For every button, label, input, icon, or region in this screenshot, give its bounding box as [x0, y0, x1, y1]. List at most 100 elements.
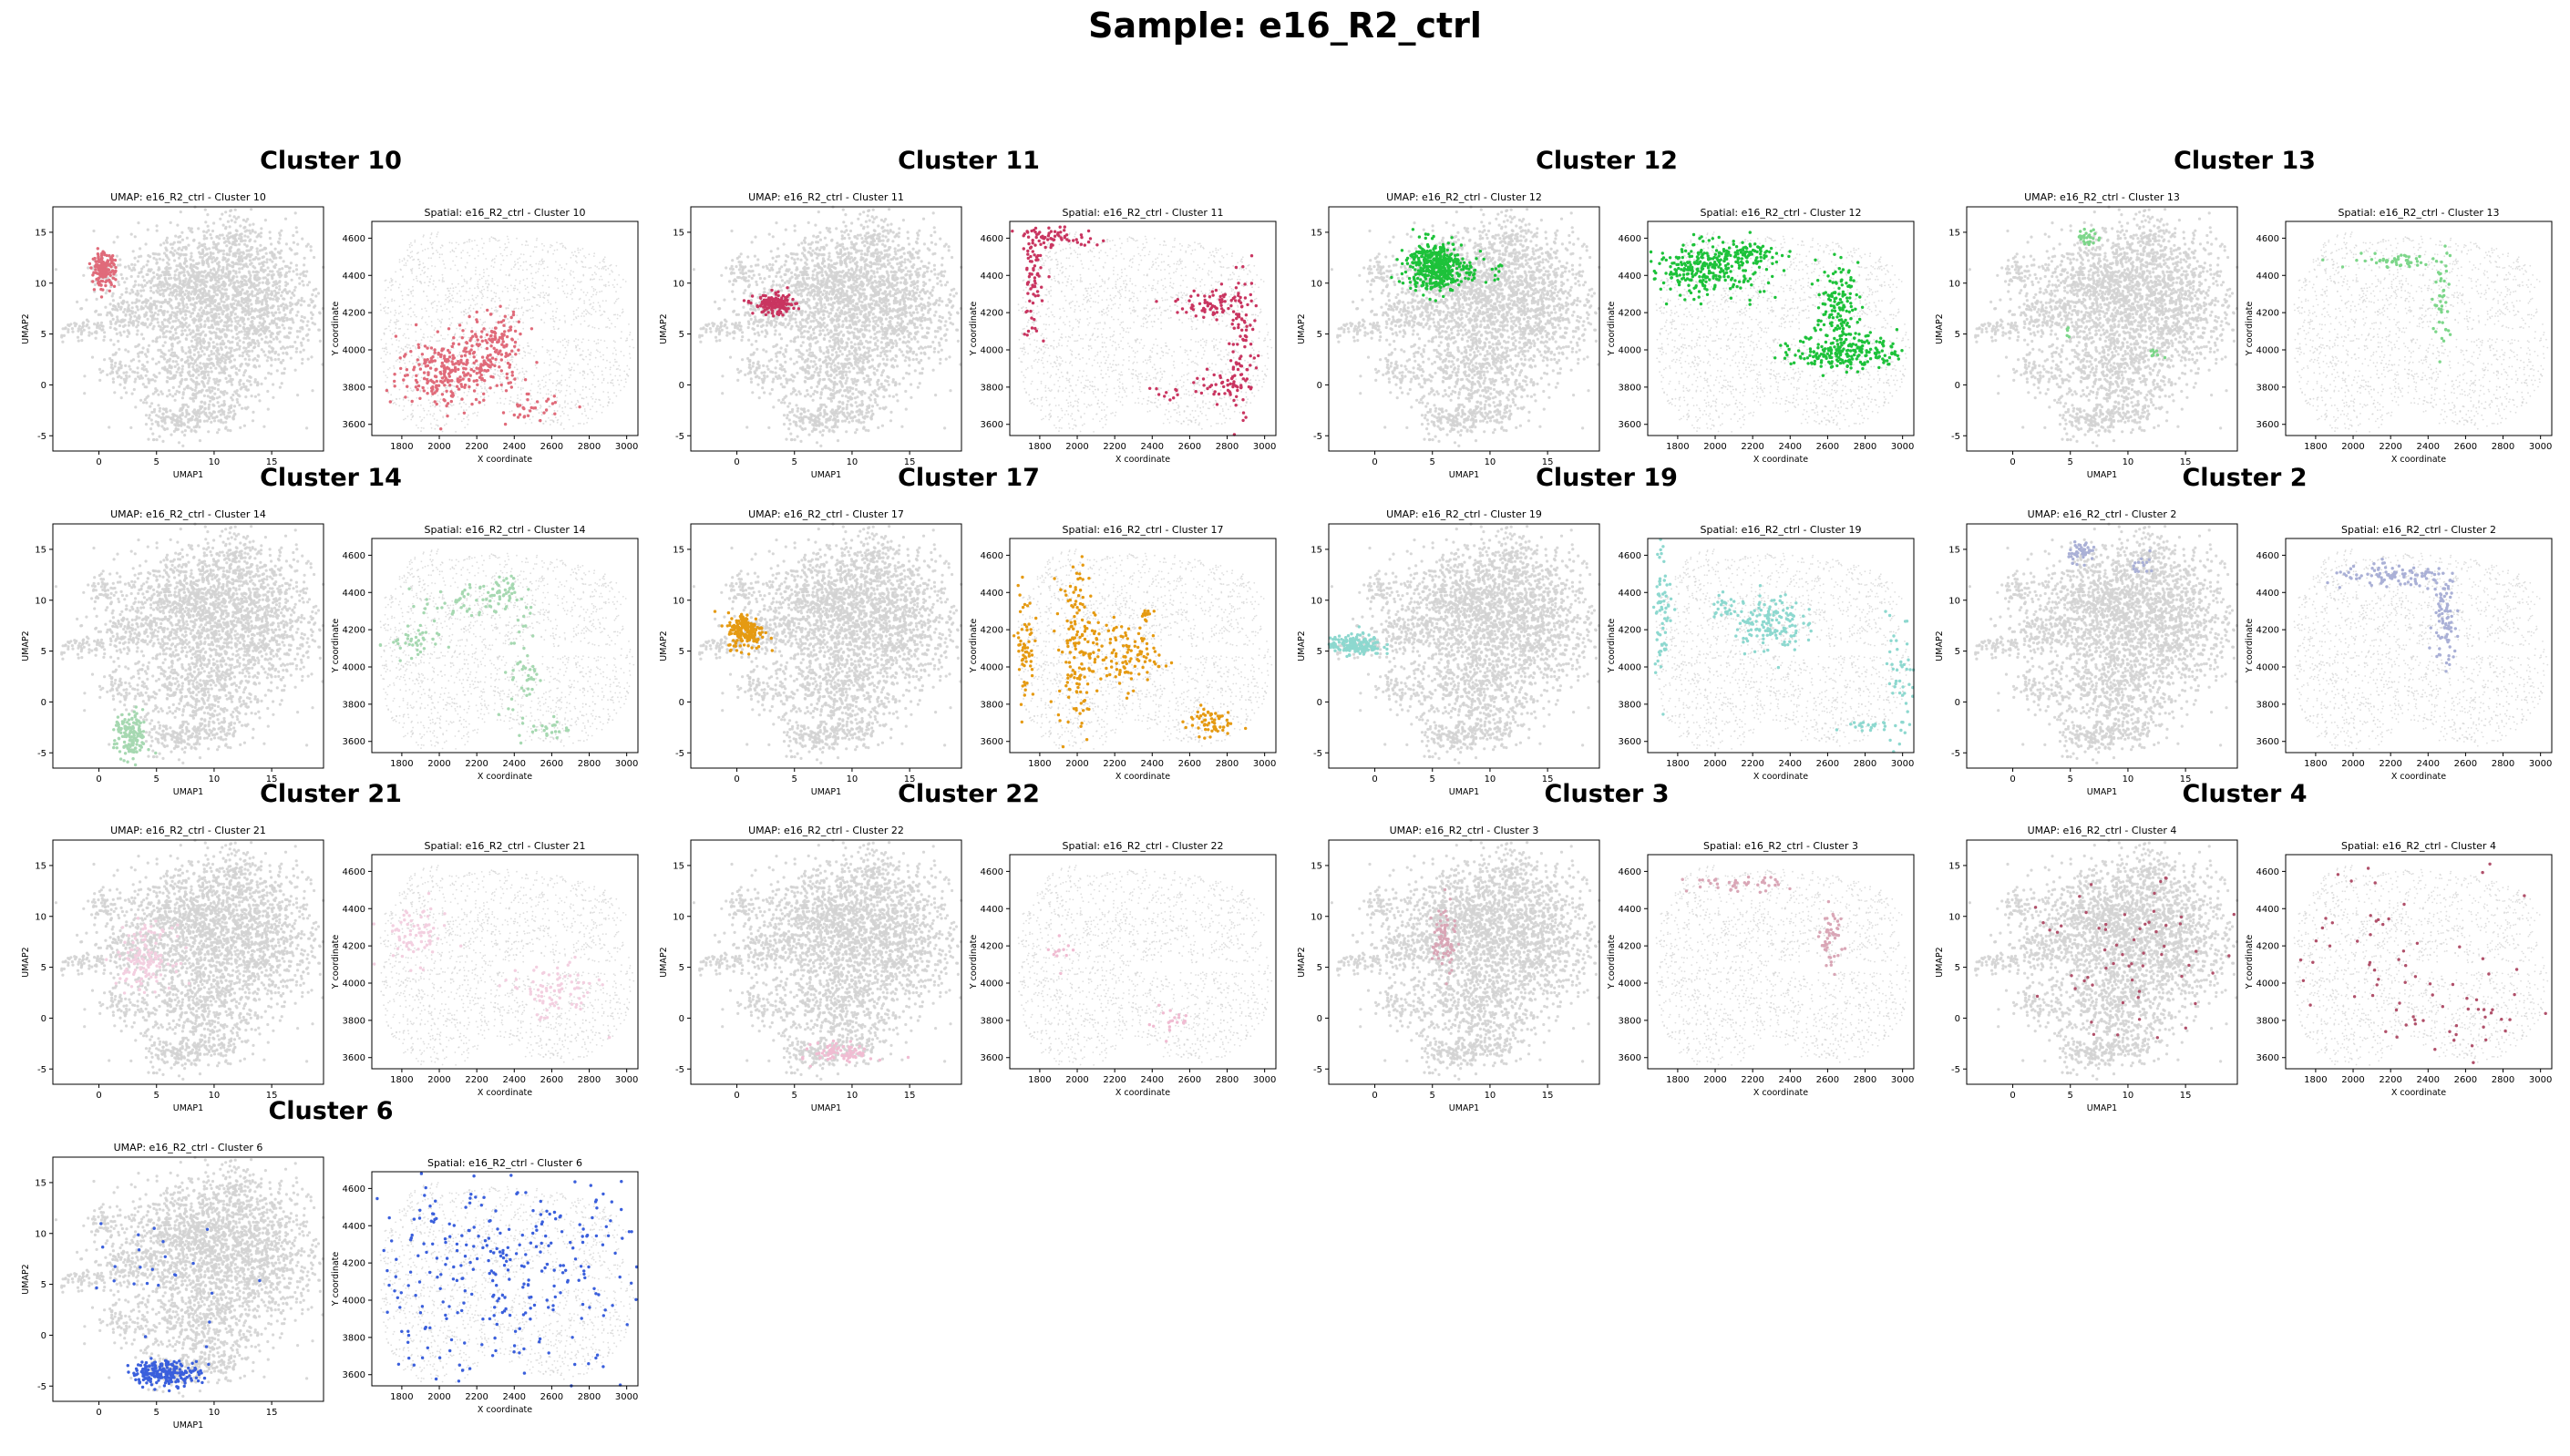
background-point [437, 340, 439, 342]
background-point [229, 247, 231, 250]
background-point [482, 247, 484, 249]
background-point [227, 295, 230, 298]
background-point [520, 394, 522, 395]
background-point [218, 265, 221, 268]
background-point [545, 313, 547, 314]
background-point [238, 271, 241, 273]
cluster-point [97, 256, 99, 259]
background-point [166, 380, 169, 383]
background-point [532, 278, 534, 280]
background-point [380, 303, 382, 305]
background-point [123, 281, 126, 283]
background-point [387, 307, 389, 309]
background-point [200, 314, 203, 317]
background-point [542, 339, 544, 341]
background-point [444, 303, 446, 305]
background-point [399, 328, 401, 330]
background-point [408, 400, 410, 402]
background-point [427, 300, 429, 302]
background-point [574, 391, 576, 393]
background-point [239, 339, 242, 342]
cluster-point [93, 288, 96, 291]
background-point [235, 328, 238, 331]
background-point [416, 280, 418, 282]
background-point [447, 363, 449, 364]
background-point [176, 306, 179, 309]
background-point [274, 248, 277, 251]
background-point [517, 259, 519, 261]
background-point [590, 369, 591, 371]
background-point [191, 303, 194, 306]
background-point [301, 358, 303, 361]
background-point [152, 272, 155, 274]
background-point [190, 267, 193, 270]
background-point [411, 390, 413, 392]
background-point [200, 347, 202, 350]
background-point [594, 327, 596, 329]
background-point [188, 291, 190, 293]
background-point [80, 330, 83, 333]
background-point [583, 255, 585, 257]
background-point [180, 292, 182, 294]
cluster-point [459, 383, 462, 385]
background-point [251, 341, 253, 343]
background-point [532, 296, 534, 298]
background-point [587, 364, 589, 365]
background-point [301, 280, 303, 282]
background-point [601, 412, 603, 414]
background-point [487, 290, 488, 292]
background-point [95, 337, 98, 340]
background-point [277, 354, 280, 356]
background-point [180, 374, 182, 377]
background-point [242, 282, 245, 285]
background-point [173, 312, 176, 314]
background-point [186, 237, 189, 240]
background-point [204, 220, 207, 223]
background-point [385, 381, 386, 383]
background-point [526, 310, 528, 312]
background-point [246, 379, 249, 382]
background-point [251, 290, 253, 292]
background-point [148, 416, 150, 419]
background-point [152, 292, 155, 294]
background-point [593, 309, 595, 311]
background-point [185, 317, 188, 320]
background-point [217, 356, 220, 359]
background-point [122, 311, 125, 313]
background-point [431, 302, 433, 304]
background-point [421, 377, 423, 379]
background-point [109, 326, 112, 329]
background-point [175, 297, 178, 300]
background-point [157, 277, 159, 280]
background-point [241, 275, 243, 278]
background-point [404, 333, 406, 335]
background-point [517, 302, 519, 303]
background-point [613, 286, 615, 288]
background-point [432, 307, 434, 309]
background-point [223, 241, 226, 244]
background-point [249, 274, 252, 277]
background-point [395, 281, 396, 282]
background-point [116, 318, 118, 321]
background-point [611, 270, 612, 272]
cluster-point [458, 375, 461, 378]
background-point [543, 376, 545, 378]
background-point [220, 298, 222, 301]
background-point [212, 345, 215, 348]
background-point [463, 409, 465, 411]
background-point [77, 340, 80, 343]
background-point [576, 317, 578, 319]
background-point [434, 364, 436, 366]
background-point [204, 284, 207, 287]
background-point [396, 339, 397, 341]
background-point [139, 399, 142, 402]
background-point [585, 356, 587, 358]
background-point [136, 333, 139, 335]
background-point [604, 340, 606, 342]
background-point [564, 320, 566, 322]
background-point [412, 286, 414, 288]
background-point [230, 411, 232, 414]
background-point [244, 406, 247, 409]
background-point [436, 250, 437, 251]
background-point [387, 287, 389, 289]
